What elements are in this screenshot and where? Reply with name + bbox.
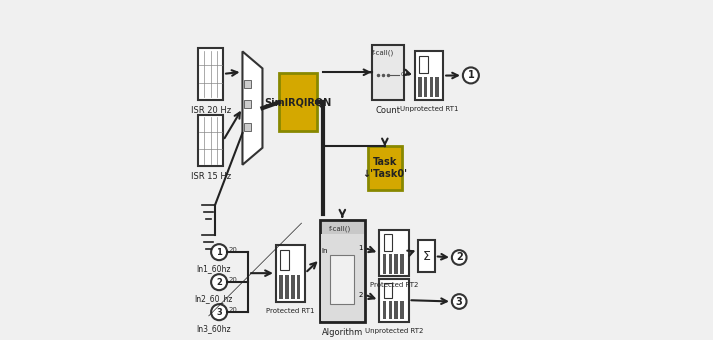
Circle shape: [211, 274, 227, 290]
Polygon shape: [242, 51, 262, 165]
Bar: [400, 254, 404, 274]
Text: Task
↓'Task0': Task ↓'Task0': [362, 157, 407, 179]
Bar: [394, 301, 398, 319]
FancyBboxPatch shape: [198, 48, 223, 100]
Text: f-call(): f-call(): [371, 50, 394, 56]
Bar: [383, 254, 386, 274]
FancyBboxPatch shape: [368, 147, 401, 190]
FancyBboxPatch shape: [244, 100, 251, 108]
Text: Unprotected RT2: Unprotected RT2: [364, 327, 423, 334]
Text: Count: Count: [375, 106, 400, 115]
Text: Protected RT2: Protected RT2: [369, 283, 418, 289]
Bar: [297, 275, 300, 299]
Bar: [430, 77, 433, 97]
Text: 2: 2: [216, 278, 222, 287]
FancyBboxPatch shape: [415, 51, 443, 100]
FancyBboxPatch shape: [280, 251, 289, 270]
Text: 20: 20: [228, 277, 237, 283]
Text: 20: 20: [228, 247, 237, 253]
FancyBboxPatch shape: [379, 279, 409, 322]
Circle shape: [452, 294, 466, 309]
Text: In2_60_hz: In2_60_hz: [194, 294, 232, 303]
Text: Σ: Σ: [423, 250, 431, 263]
FancyBboxPatch shape: [276, 245, 305, 302]
Circle shape: [463, 67, 479, 83]
FancyBboxPatch shape: [419, 240, 435, 272]
FancyBboxPatch shape: [419, 56, 428, 73]
Text: Out: Out: [400, 72, 410, 78]
FancyBboxPatch shape: [371, 45, 404, 100]
Text: 1: 1: [359, 245, 363, 251]
Bar: [285, 275, 289, 299]
Bar: [400, 301, 404, 319]
Text: In: In: [322, 248, 328, 254]
Text: Algorithm: Algorithm: [322, 328, 363, 337]
FancyBboxPatch shape: [244, 123, 251, 131]
Bar: [291, 275, 294, 299]
Circle shape: [211, 304, 227, 320]
FancyBboxPatch shape: [384, 235, 392, 251]
Text: 3: 3: [456, 296, 463, 306]
Text: ISR 20 Hz: ISR 20 Hz: [190, 106, 231, 115]
Text: 20: 20: [228, 307, 237, 313]
FancyBboxPatch shape: [321, 234, 364, 321]
Bar: [435, 77, 438, 97]
FancyBboxPatch shape: [320, 220, 365, 322]
Text: 2: 2: [456, 253, 463, 262]
FancyBboxPatch shape: [379, 230, 409, 276]
FancyBboxPatch shape: [244, 80, 251, 88]
Circle shape: [452, 250, 466, 265]
Text: 2: 2: [359, 292, 363, 298]
Text: Unprotected RT1: Unprotected RT1: [400, 106, 458, 112]
FancyBboxPatch shape: [198, 115, 223, 167]
Text: 1: 1: [468, 70, 474, 81]
Bar: [279, 275, 283, 299]
Text: 1: 1: [216, 248, 222, 257]
Text: In1_60hz: In1_60hz: [196, 264, 230, 273]
Bar: [419, 77, 421, 97]
FancyBboxPatch shape: [384, 283, 392, 298]
Bar: [424, 77, 427, 97]
Bar: [389, 301, 392, 319]
Bar: [383, 301, 386, 319]
Circle shape: [211, 244, 227, 260]
Text: f-call(): f-call(): [329, 225, 352, 232]
Text: In3_60hz: In3_60hz: [196, 324, 230, 333]
FancyBboxPatch shape: [329, 255, 354, 304]
Text: SimIRQIRQN: SimIRQIRQN: [265, 97, 332, 107]
Bar: [394, 254, 398, 274]
Text: ISR 15 Hz: ISR 15 Hz: [190, 172, 231, 182]
Bar: [389, 254, 392, 274]
Text: 3: 3: [216, 308, 222, 317]
Text: Protected RT1: Protected RT1: [266, 307, 314, 313]
FancyBboxPatch shape: [279, 73, 317, 132]
